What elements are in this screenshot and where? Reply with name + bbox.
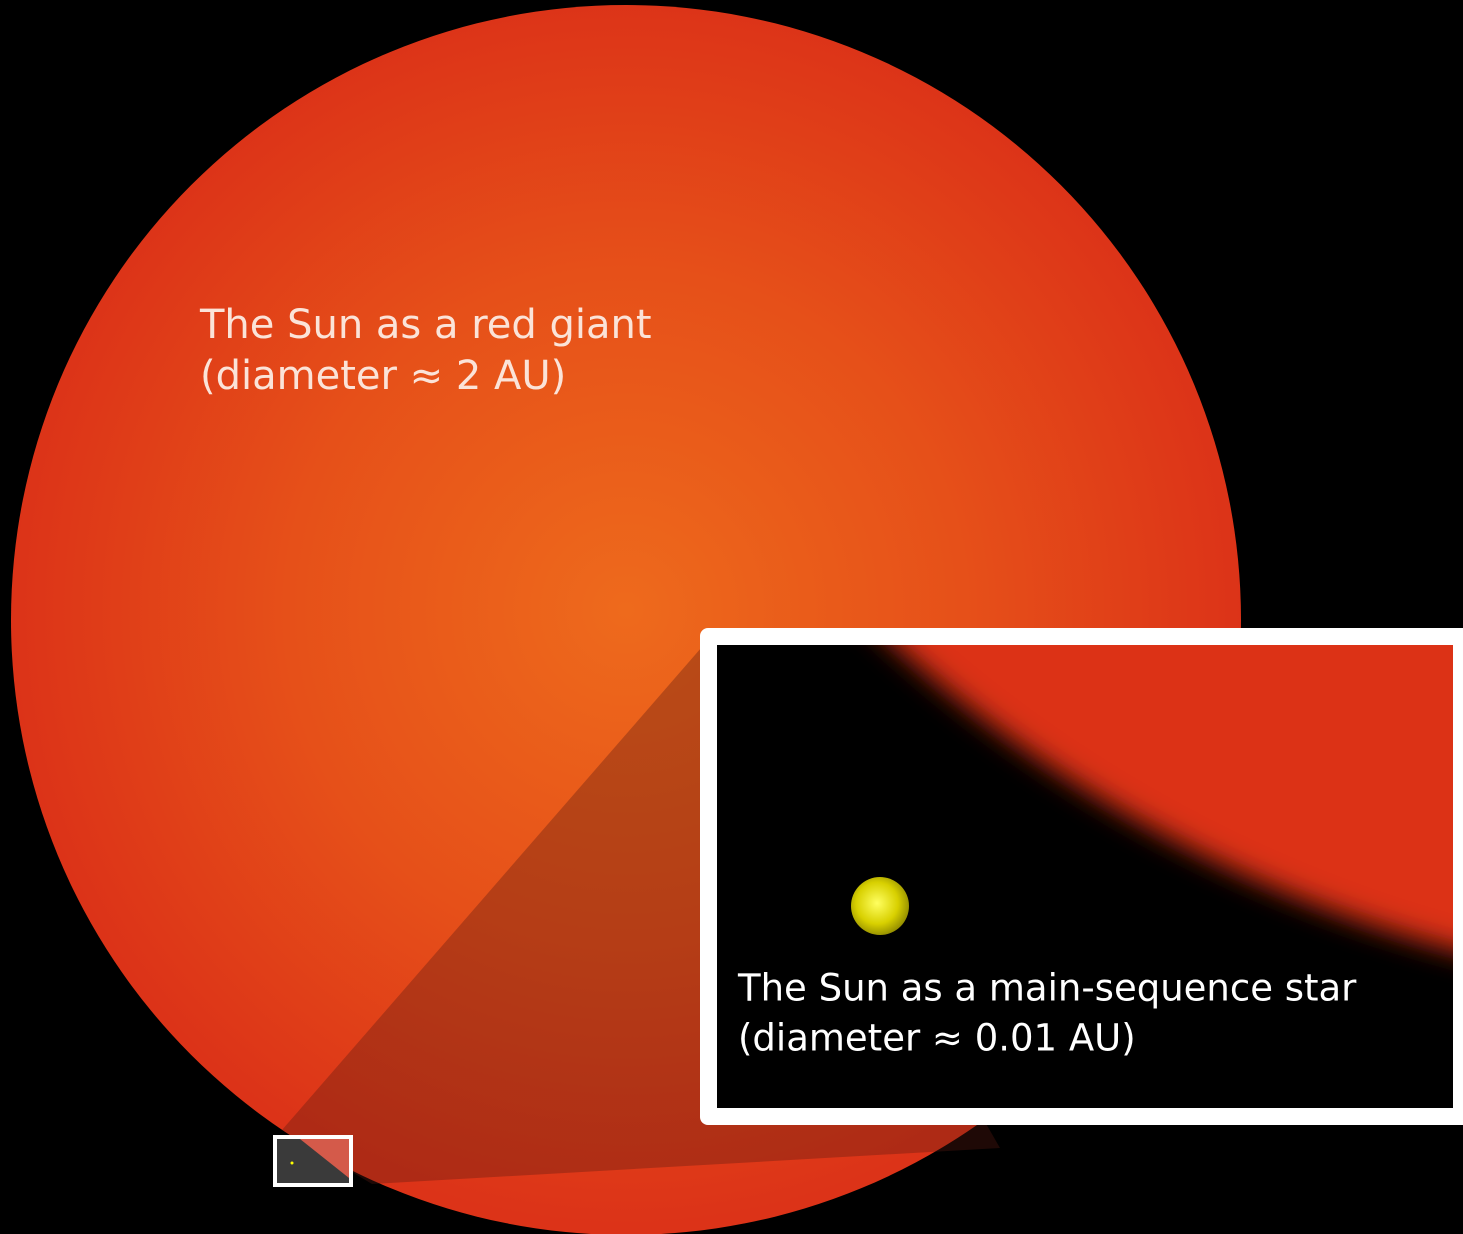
inset-label: The Sun as a main-sequence star [737, 967, 1357, 1010]
zoom-box-sun [290, 1161, 294, 1165]
giant-label: The Sun as a red giant [199, 302, 652, 348]
main-sequence-sun [851, 877, 909, 935]
zoom-box-edge [300, 1139, 349, 1178]
red-giant-edge [895, 645, 1453, 950]
giant-label: (diameter ≈ 2 AU) [200, 353, 566, 399]
inset-label: (diameter ≈ 0.01 AU) [738, 1017, 1136, 1060]
